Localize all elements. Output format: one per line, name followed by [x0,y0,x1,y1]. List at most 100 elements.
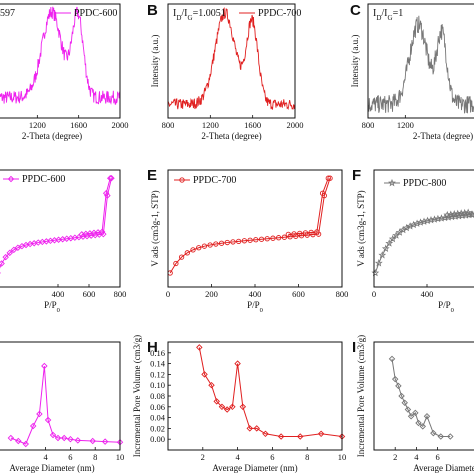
y-axis-label: Intensity (a.u.) [350,35,360,88]
data-point [325,175,331,181]
x-tick-label: 6 [270,452,274,462]
series-line [367,15,474,114]
plot-frame [167,341,343,451]
plot-frame [167,3,296,119]
data-point [208,381,215,389]
data-point [247,237,253,243]
x-tick-label: 800 [114,289,127,299]
x-axis-label: Average Diameter [413,463,474,473]
data-point [15,437,22,445]
data-point [430,429,437,437]
data-point [201,243,208,249]
data-point [201,371,208,378]
x-axis-label: 2-Theta (degree) [413,131,473,141]
data-point [427,215,435,224]
data-point [10,246,18,254]
data-point [291,231,297,237]
data-point [218,403,226,411]
chart-panel-g: 4 6 8 10 Average Diameter (nm) [0,341,125,473]
x-tick-label: 6 [68,452,72,462]
x-axis-label: P/P0 [44,300,60,314]
data-point [239,403,247,411]
data-point [285,231,291,238]
data-point [7,434,15,442]
chart-panel-h: 2 4 6 8 10 0.000.020.040.060.080.100.120.140.… [132,335,346,473]
x-tick-label: 1600 [244,120,261,130]
data-point [196,245,202,251]
data-point [276,235,282,241]
y-axis-label: Intensity (a.u.) [150,35,160,88]
data-point [430,215,439,223]
data-point [90,229,98,237]
legend-label: PPDC-700 [193,175,236,186]
data-point [190,247,196,253]
data-point [213,398,220,405]
legend-marker [388,178,396,187]
data-point [371,268,380,277]
panel-letter-h: H [147,339,158,356]
legend-marker [179,177,185,183]
x-tick-label: 2 [201,452,205,462]
data-point [173,260,179,267]
panel-letter-c: C [350,2,361,19]
x-axis-label: P/P0 [247,300,263,314]
data-point [401,399,408,406]
annotation: 597 [0,8,15,19]
data-point [67,435,74,443]
annotation: ID/IG=1 [373,8,403,22]
series-line [10,365,121,445]
data-point [224,239,230,246]
data-point [94,229,102,236]
data-point [317,430,325,438]
data-point [78,231,85,238]
data-point [101,438,109,445]
data-point [253,425,260,432]
legend-label: PPDC-800 [403,178,446,189]
data-point [89,437,96,445]
data-point [74,437,82,444]
panel-letter-i: I [352,339,356,356]
plot-frame [167,169,343,288]
data-point [270,235,276,241]
x-tick-label: 10 [116,452,125,462]
y-axis-label: Incremental Pore Volume (cm3/g) [132,335,142,457]
data-point [447,433,454,440]
data-point [236,238,242,245]
series-line [198,347,343,437]
data-point [98,228,106,236]
data-point [391,375,399,383]
data-point [253,237,259,243]
data-point [218,240,225,246]
y-tick-label: 0.08 [150,391,165,401]
data-point [60,434,68,442]
data-point [415,419,422,427]
data-point [41,362,48,370]
legend-label: PPDC-700 [258,8,301,19]
x-tick-label: 400 [249,289,262,299]
data-point [327,175,333,181]
x-tick-label: 400 [52,289,65,299]
x-axis-label: P/P0 [438,300,454,314]
data-point [213,241,219,247]
data-point [229,403,236,411]
x-axis-label: Average Diameter (nm) [212,463,297,473]
chart-panel-e: 0 200 400 600 800 P/P0 V ads (cm3g-1, STP) PPDC… [150,169,348,314]
data-point [207,242,213,248]
x-tick-label: 4 [414,452,419,462]
data-point [423,216,432,225]
x-tick-label: 4 [235,452,240,462]
panel-letter-e: E [147,167,157,184]
data-point [423,413,431,420]
data-point [6,249,13,257]
x-tick-label: 400 [421,289,434,299]
data-point [82,230,90,238]
data-point [297,433,304,440]
data-point [230,239,236,245]
x-tick-label: 0 [166,289,170,299]
data-point [314,229,320,235]
y-tick-label: 0.06 [150,402,165,412]
x-axis-label: 2-Theta (degree) [22,131,82,141]
data-point [381,244,390,252]
data-point [398,392,405,400]
